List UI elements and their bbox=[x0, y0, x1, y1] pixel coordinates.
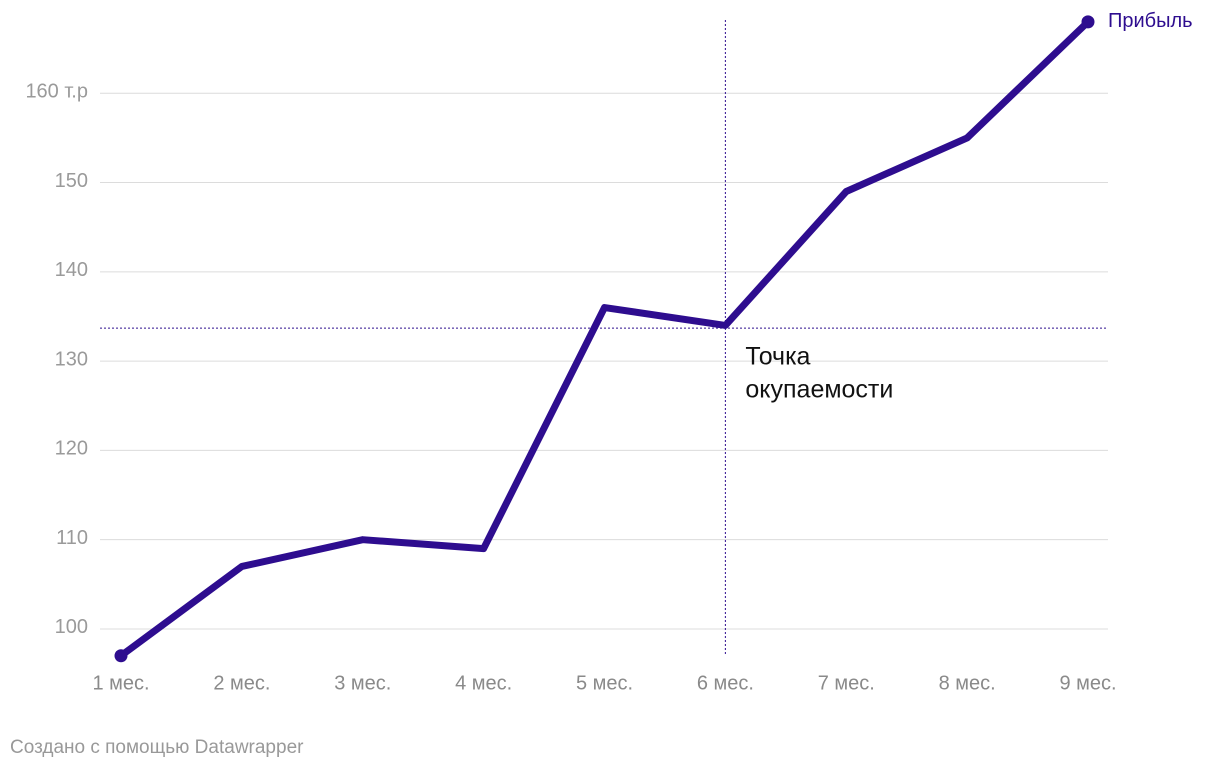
data-line bbox=[117, 18, 1092, 660]
x-tick-label: 7 мес. bbox=[818, 672, 875, 694]
y-tick-label: 120 bbox=[55, 438, 88, 460]
annotation-text: Точка bbox=[745, 343, 810, 371]
y-tick-label: 140 bbox=[55, 259, 88, 281]
end-point bbox=[114, 649, 128, 663]
footer: Создано с помощью Datawrapper bbox=[10, 737, 304, 758]
x-tick-label: 9 мес. bbox=[1059, 672, 1116, 694]
x-tick-label: 6 мес. bbox=[697, 672, 754, 694]
x-tick-label: 3 мес. bbox=[334, 672, 391, 694]
x-tick-label: 1 мес. bbox=[92, 672, 149, 694]
x-tick-label: 4 мес. bbox=[455, 672, 512, 694]
y-tick-label: 110 bbox=[56, 527, 88, 549]
x-tick-label: 8 мес. bbox=[939, 672, 996, 694]
end-point bbox=[1081, 15, 1095, 29]
annotation-text: окупаемости bbox=[745, 376, 893, 404]
y-tick-label: 100 bbox=[55, 616, 88, 638]
y-tick-label: 150 bbox=[55, 170, 88, 192]
y-tick-label: 160 т.р bbox=[25, 81, 88, 103]
x-tick-label: 2 мес. bbox=[213, 672, 270, 694]
x-tick-label: 5 мес. bbox=[576, 672, 633, 694]
y-tick-label: 130 bbox=[55, 348, 88, 370]
legend-label: Прибыль bbox=[1108, 10, 1193, 32]
